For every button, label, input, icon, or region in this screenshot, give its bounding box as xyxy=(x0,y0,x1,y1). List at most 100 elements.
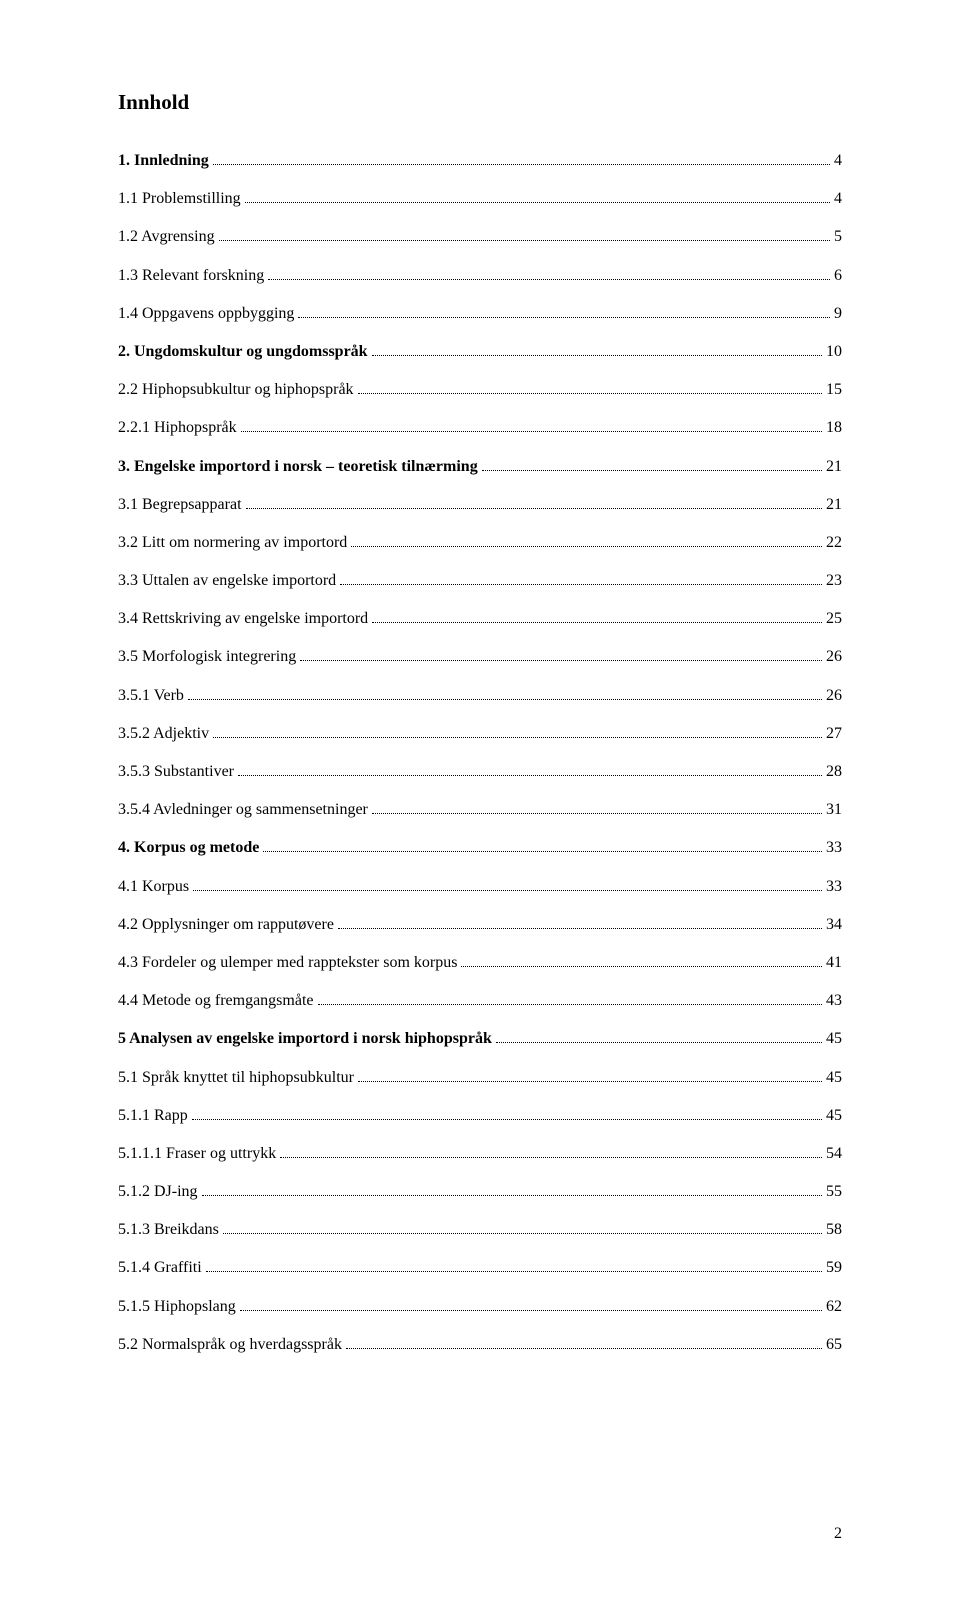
toc-entry-page: 5 xyxy=(834,227,842,246)
toc-entry: 2. Ungdomskultur og ungdomsspråk 10 xyxy=(118,342,842,361)
toc-entry-page: 23 xyxy=(826,571,842,590)
toc-entry-page: 21 xyxy=(826,457,842,476)
toc-entry: 5.1.5 Hiphopslang 62 xyxy=(118,1297,842,1316)
toc-leader xyxy=(340,584,822,585)
toc-entry-label: 5 Analysen av engelske importord i norsk… xyxy=(118,1029,492,1048)
toc-entry-page: 6 xyxy=(834,266,842,285)
toc-entry-page: 27 xyxy=(826,724,842,743)
toc-entry-label: 4.3 Fordeler og ulemper med rapptekster … xyxy=(118,953,457,972)
toc-entry: 5.1.1.1 Fraser og uttrykk 54 xyxy=(118,1144,842,1163)
toc-entry-label: 3.5.1 Verb xyxy=(118,686,184,705)
toc-entry-page: 18 xyxy=(826,418,842,437)
toc-entry-label: 5.1.3 Breikdans xyxy=(118,1220,219,1239)
toc-entry-page: 21 xyxy=(826,495,842,514)
toc-entry: 3.5 Morfologisk integrering 26 xyxy=(118,647,842,666)
toc-entry: 1. Innledning 4 xyxy=(118,151,842,170)
toc-entry-page: 26 xyxy=(826,686,842,705)
toc-entry-label: 3.1 Begrepsapparat xyxy=(118,495,242,514)
toc-leader xyxy=(223,1233,822,1234)
toc-entry-page: 45 xyxy=(826,1029,842,1048)
toc-leader xyxy=(238,775,822,776)
toc-leader xyxy=(482,470,822,471)
toc-entry: 4.1 Korpus 33 xyxy=(118,877,842,896)
toc-entry-label: 2. Ungdomskultur og ungdomsspråk xyxy=(118,342,368,361)
toc-entry-page: 10 xyxy=(826,342,842,361)
toc-entry-label: 3.5.4 Avledninger og sammensetninger xyxy=(118,800,368,819)
toc-entry: 1.4 Oppgavens oppbygging 9 xyxy=(118,304,842,323)
toc-entry: 4.4 Metode og fremgangsmåte 43 xyxy=(118,991,842,1010)
toc-leader xyxy=(193,890,822,891)
toc-leader xyxy=(206,1271,822,1272)
toc-entry-label: 1.4 Oppgavens oppbygging xyxy=(118,304,294,323)
toc-entry-label: 2.2.1 Hiphopspråk xyxy=(118,418,237,437)
toc-leader xyxy=(372,355,822,356)
toc-entry: 5.2 Normalspråk og hverdagsspråk 65 xyxy=(118,1335,842,1354)
toc-entry-page: 25 xyxy=(826,609,842,628)
toc-leader xyxy=(268,279,830,280)
toc-entry: 4.3 Fordeler og ulemper med rapptekster … xyxy=(118,953,842,972)
toc-entry: 3.5.4 Avledninger og sammensetninger 31 xyxy=(118,800,842,819)
toc-leader xyxy=(213,737,822,738)
page-number: 2 xyxy=(834,1525,842,1543)
toc-leader xyxy=(372,813,822,814)
toc-entry-page: 45 xyxy=(826,1106,842,1125)
toc-entry: 1.1 Problemstilling 4 xyxy=(118,189,842,208)
toc-entry-page: 62 xyxy=(826,1297,842,1316)
toc-title: Innhold xyxy=(118,90,842,115)
toc-entry-page: 33 xyxy=(826,838,842,857)
toc-entry-page: 34 xyxy=(826,915,842,934)
toc-entry-label: 5.2 Normalspråk og hverdagsspråk xyxy=(118,1335,342,1354)
toc-leader xyxy=(358,1081,822,1082)
toc-entry-label: 5.1 Språk knyttet til hiphopsubkultur xyxy=(118,1068,354,1087)
toc-entry-label: 1. Innledning xyxy=(118,151,209,170)
toc-leader xyxy=(461,966,822,967)
toc-entry: 3.5.1 Verb 26 xyxy=(118,686,842,705)
toc-entry: 5.1.2 DJ-ing 55 xyxy=(118,1182,842,1201)
toc-entry-label: 3.5 Morfologisk integrering xyxy=(118,647,296,666)
toc-entry-label: 4. Korpus og metode xyxy=(118,838,259,857)
toc-leader xyxy=(298,317,830,318)
toc-entry-label: 5.1.5 Hiphopslang xyxy=(118,1297,236,1316)
table-of-contents: 1. Innledning 41.1 Problemstilling 41.2 … xyxy=(118,151,842,1354)
toc-leader xyxy=(346,1348,822,1349)
toc-entry-page: 41 xyxy=(826,953,842,972)
toc-entry: 1.2 Avgrensing 5 xyxy=(118,227,842,246)
toc-entry-label: 4.1 Korpus xyxy=(118,877,189,896)
toc-entry-label: 5.1.1 Rapp xyxy=(118,1106,188,1125)
toc-leader xyxy=(372,622,822,623)
toc-entry: 4. Korpus og metode 33 xyxy=(118,838,842,857)
toc-entry-page: 26 xyxy=(826,647,842,666)
toc-entry-label: 1.2 Avgrensing xyxy=(118,227,215,246)
toc-entry-page: 55 xyxy=(826,1182,842,1201)
toc-entry-label: 3. Engelske importord i norsk – teoretis… xyxy=(118,457,478,476)
toc-entry-page: 4 xyxy=(834,189,842,208)
toc-entry-label: 4.4 Metode og fremgangsmåte xyxy=(118,991,314,1010)
toc-entry-page: 15 xyxy=(826,380,842,399)
toc-entry-label: 5.1.2 DJ-ing xyxy=(118,1182,198,1201)
toc-entry: 2.2.1 Hiphopspråk 18 xyxy=(118,418,842,437)
toc-entry-page: 28 xyxy=(826,762,842,781)
toc-leader xyxy=(213,164,830,165)
toc-entry: 3.2 Litt om normering av importord 22 xyxy=(118,533,842,552)
toc-entry-label: 3.5.3 Substantiver xyxy=(118,762,234,781)
toc-entry: 5 Analysen av engelske importord i norsk… xyxy=(118,1029,842,1048)
toc-entry-page: 45 xyxy=(826,1068,842,1087)
toc-entry: 2.2 Hiphopsubkultur og hiphopspråk 15 xyxy=(118,380,842,399)
toc-entry-page: 43 xyxy=(826,991,842,1010)
toc-entry-label: 5.1.4 Graffiti xyxy=(118,1258,202,1277)
toc-entry-label: 3.3 Uttalen av engelske importord xyxy=(118,571,336,590)
toc-entry: 3.3 Uttalen av engelske importord 23 xyxy=(118,571,842,590)
toc-entry: 5.1 Språk knyttet til hiphopsubkultur 45 xyxy=(118,1068,842,1087)
toc-leader xyxy=(202,1195,822,1196)
toc-entry: 5.1.4 Graffiti 59 xyxy=(118,1258,842,1277)
toc-entry: 3. Engelske importord i norsk – teoretis… xyxy=(118,457,842,476)
toc-leader xyxy=(496,1042,822,1043)
toc-leader xyxy=(246,508,822,509)
toc-entry: 3.5.2 Adjektiv 27 xyxy=(118,724,842,743)
toc-entry-label: 3.4 Rettskriving av engelske importord xyxy=(118,609,368,628)
toc-entry-page: 9 xyxy=(834,304,842,323)
toc-entry-label: 5.1.1.1 Fraser og uttrykk xyxy=(118,1144,276,1163)
toc-leader xyxy=(263,851,822,852)
toc-entry-page: 59 xyxy=(826,1258,842,1277)
toc-leader xyxy=(300,660,822,661)
